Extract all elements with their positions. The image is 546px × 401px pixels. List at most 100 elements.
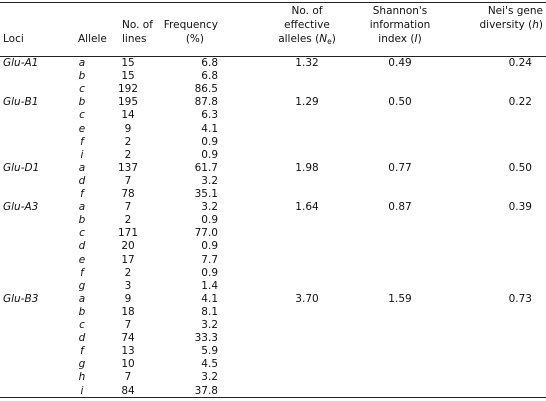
line-count: 78	[121, 188, 135, 200]
frequency: 5.9	[201, 345, 218, 358]
effective-alleles: 1.98	[295, 161, 319, 174]
effective-alleles: 1.32	[295, 57, 319, 69]
allele: c	[79, 319, 85, 331]
header-cell: alleles (Ne)	[258, 32, 356, 49]
line-count: 9	[124, 292, 132, 305]
allele: b	[78, 305, 86, 318]
header-cell: information	[369, 19, 431, 31]
nei-diversity: 0.73	[508, 292, 532, 305]
allele: c	[79, 227, 85, 240]
frequency: 0.9	[201, 240, 218, 253]
allele: b	[78, 70, 86, 83]
allele: i	[80, 384, 84, 397]
line-count: 74	[121, 332, 135, 345]
frequency: 4.5	[201, 358, 218, 371]
top-rule	[0, 2, 546, 3]
nei-diversity: 0.39	[508, 201, 532, 214]
header-text: diversity (	[479, 19, 533, 31]
allele: d	[78, 240, 86, 253]
line-count: 3	[124, 279, 132, 292]
line-count: 15	[121, 57, 135, 69]
shannon-index: 0.49	[388, 57, 412, 69]
allele: b	[78, 214, 86, 227]
frequency: 61.7	[194, 161, 218, 174]
allele: a	[78, 201, 86, 214]
allele: d	[78, 332, 86, 345]
header-text: e	[327, 37, 332, 46]
loci: Glu-A3	[3, 201, 39, 214]
allele: c	[79, 109, 85, 122]
frequency: 6.8	[201, 57, 218, 69]
frequency: 8.1	[201, 305, 218, 318]
header-text: )	[331, 33, 336, 45]
effective-alleles: 3.70	[295, 292, 319, 305]
allele: a	[78, 161, 86, 174]
frequency: 0.9	[201, 135, 218, 148]
frequency: 0.9	[201, 148, 218, 161]
line-count: 17	[121, 253, 135, 266]
header-cell: effective	[284, 19, 330, 31]
loci: Glu-B3	[3, 292, 39, 305]
frequency: 3.2	[201, 319, 218, 331]
frequency: 1.4	[201, 279, 218, 292]
allele: e	[78, 253, 86, 266]
effective-alleles: 1.29	[295, 96, 319, 109]
header-rule	[0, 56, 546, 57]
header-cell: No. of	[291, 5, 323, 17]
allele: f	[80, 188, 84, 200]
line-count: 171	[117, 227, 139, 240]
header-cell: (%)	[185, 33, 204, 45]
loci: Glu-B1	[3, 96, 39, 109]
header-cell: Loci	[3, 33, 24, 45]
line-count: 20	[121, 240, 135, 253]
line-count: 7	[124, 319, 132, 331]
line-count: 195	[117, 96, 139, 109]
effective-alleles: 1.64	[295, 201, 319, 214]
bottom-rule	[0, 397, 546, 398]
header-text: h	[532, 19, 539, 31]
frequency: 7.7	[201, 253, 218, 266]
allele: i	[80, 148, 84, 161]
allele: g	[78, 279, 86, 292]
allele: f	[80, 135, 84, 148]
frequency: 77.0	[194, 227, 218, 240]
loci: Glu-D1	[3, 161, 40, 174]
header-text: )	[538, 19, 543, 31]
line-count: 7	[124, 174, 132, 187]
line-count: 15	[121, 70, 135, 83]
line-count: 2	[124, 148, 132, 161]
frequency: 3.2	[201, 174, 218, 187]
header-cell: Shannon's	[372, 5, 428, 17]
line-count: 7	[124, 201, 132, 214]
header-cell: lines	[122, 33, 147, 45]
allele: f	[80, 345, 84, 358]
frequency: 35.1	[194, 188, 218, 200]
line-count: 13	[121, 345, 135, 358]
frequency: 3.2	[201, 201, 218, 214]
nei-diversity: 0.22	[508, 96, 532, 109]
shannon-index: 0.77	[388, 161, 412, 174]
frequency: 6.8	[201, 70, 218, 83]
line-count: 84	[121, 384, 135, 397]
allele: a	[78, 57, 86, 69]
header-text: alleles (	[278, 33, 320, 45]
line-count: 7	[124, 371, 132, 384]
nei-diversity: 0.50	[508, 161, 532, 174]
header-text: N	[319, 33, 328, 45]
frequency: 4.1	[201, 292, 218, 305]
header-cell: Frequency	[163, 19, 218, 31]
header-cell: No. of	[122, 19, 153, 31]
line-count: 137	[117, 161, 139, 174]
frequency: 6.3	[201, 109, 218, 122]
header-text: index (	[378, 33, 415, 45]
allele: d	[78, 174, 86, 187]
allele: c	[79, 83, 85, 96]
allele: h	[78, 371, 86, 384]
line-count: 2	[124, 266, 132, 279]
header-text: )	[417, 33, 422, 45]
loci: Glu-A1	[3, 57, 39, 69]
allele: g	[78, 358, 86, 371]
frequency: 4.1	[201, 122, 218, 135]
header-text: I	[414, 33, 418, 45]
